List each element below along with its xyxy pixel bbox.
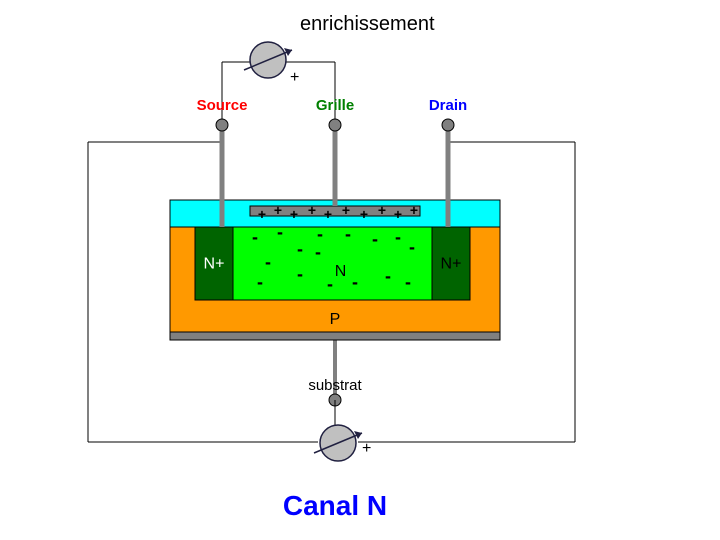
svg-text:-: - (345, 224, 351, 244)
source-label: Source (197, 97, 248, 114)
mosfet-diagram: ++++++++++----------------enrichissement… (0, 0, 720, 540)
svg-text:-: - (385, 266, 391, 286)
substrat-label: substrat (308, 377, 362, 394)
svg-text:-: - (257, 272, 263, 292)
svg-text:-: - (395, 227, 401, 247)
svg-text:+: + (258, 206, 266, 222)
svg-text:-: - (352, 272, 358, 292)
canal-n-label: Canal N (283, 490, 387, 521)
svg-text:+: + (290, 69, 299, 86)
svg-text:-: - (315, 242, 321, 262)
svg-text:+: + (360, 206, 368, 222)
svg-text:-: - (372, 229, 378, 249)
drain-label: Drain (429, 97, 467, 114)
svg-text:+: + (342, 202, 350, 218)
title: enrichissement (300, 13, 435, 35)
svg-text:+: + (410, 202, 418, 218)
channel-n: N (335, 263, 347, 280)
svg-text:-: - (297, 264, 303, 284)
nplus-right: N+ (441, 256, 462, 273)
svg-text:+: + (308, 202, 316, 218)
svg-text:-: - (252, 227, 258, 247)
substrate-p: P (330, 311, 341, 328)
svg-text:+: + (274, 202, 282, 218)
svg-text:+: + (324, 206, 332, 222)
grille-label: Grille (316, 97, 354, 114)
svg-text:+: + (378, 202, 386, 218)
svg-text:-: - (317, 224, 323, 244)
svg-text:+: + (362, 440, 371, 457)
svg-text:-: - (409, 237, 415, 257)
svg-text:+: + (290, 206, 298, 222)
svg-text:-: - (405, 272, 411, 292)
nplus-left: N+ (204, 256, 225, 273)
svg-text:-: - (297, 239, 303, 259)
svg-text:-: - (277, 222, 283, 242)
svg-text:-: - (265, 252, 271, 272)
svg-text:-: - (327, 274, 333, 294)
svg-text:+: + (394, 206, 402, 222)
